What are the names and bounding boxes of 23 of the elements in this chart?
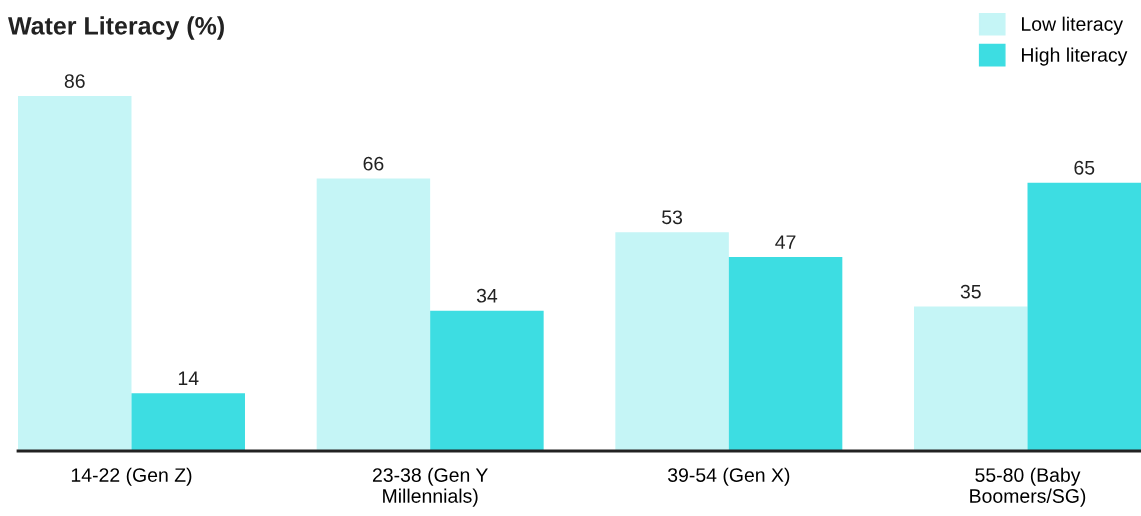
- legend-label: Low literacy: [1022, 16, 1124, 35]
- data-label: 66: [363, 156, 384, 171]
- bar: [615, 232, 729, 451]
- data-label: 34: [476, 288, 498, 303]
- x-tick-label: 39-54 (Gen X): [667, 467, 790, 486]
- bar: [914, 306, 1028, 451]
- bar: [728, 256, 843, 451]
- bar: [316, 178, 431, 451]
- data-label: 14: [178, 371, 199, 385]
- data-label: 35: [960, 284, 981, 299]
- bar: [18, 95, 132, 451]
- bar: [430, 310, 544, 451]
- data-label: 65: [1074, 160, 1095, 175]
- bar: [131, 393, 245, 451]
- x-tick-label: 55-80 (Baby Boomers/SG): [970, 467, 1086, 507]
- data-label: 47: [775, 235, 796, 249]
- data-label: 86: [64, 74, 85, 88]
- chart-title: Water Literacy (%): [8, 16, 224, 40]
- data-label: 53: [662, 210, 683, 225]
- x-tick-label: 23-38 (Gen Y Millennials): [372, 467, 488, 507]
- legend-label: High literacy: [1022, 47, 1128, 66]
- bar: [1027, 182, 1141, 451]
- x-tick-label: 14-22 (Gen Z): [71, 467, 192, 486]
